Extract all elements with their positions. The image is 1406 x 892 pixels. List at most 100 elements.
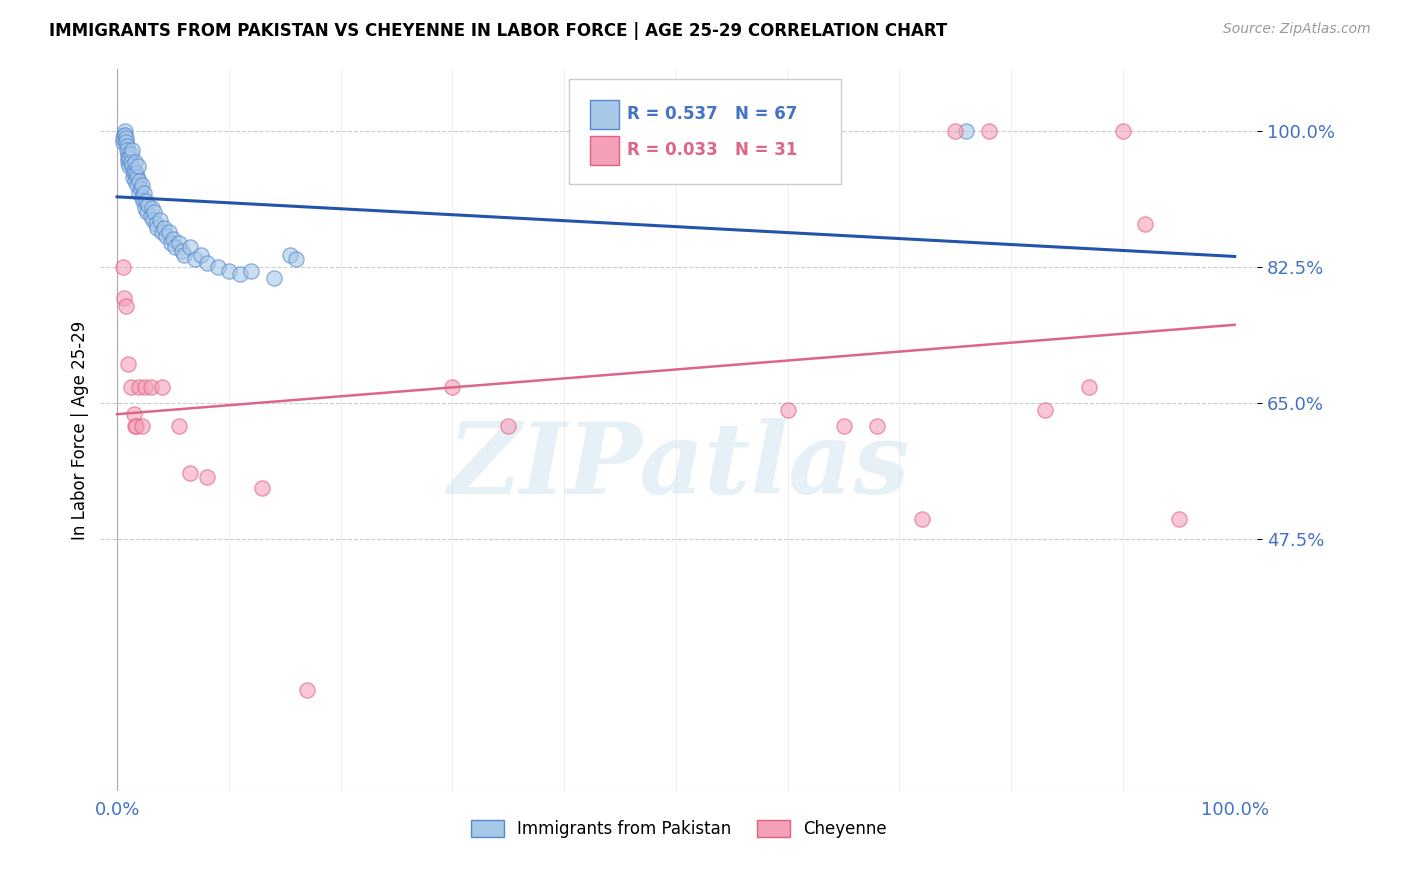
Text: R = 0.033   N = 31: R = 0.033 N = 31 — [627, 141, 797, 159]
Point — [149, 213, 172, 227]
Point — [114, 128, 136, 142]
Point — [127, 178, 149, 193]
Point — [295, 683, 318, 698]
Point — [134, 202, 156, 216]
Point — [195, 256, 218, 270]
Point — [122, 166, 145, 180]
Point — [252, 481, 274, 495]
Point — [157, 225, 180, 239]
Point — [441, 380, 464, 394]
Point — [977, 124, 1000, 138]
Point — [128, 174, 150, 188]
Point — [117, 357, 139, 371]
Point — [131, 178, 153, 193]
Point — [167, 236, 190, 251]
Point — [115, 299, 138, 313]
Point — [111, 136, 134, 150]
Point — [1135, 217, 1157, 231]
Point — [150, 225, 173, 239]
Point — [118, 159, 141, 173]
Point — [955, 124, 977, 138]
Point — [1167, 512, 1189, 526]
Point — [135, 194, 157, 208]
Point — [127, 170, 149, 185]
FancyBboxPatch shape — [589, 136, 619, 165]
Point — [120, 147, 142, 161]
Point — [155, 228, 177, 243]
Point — [112, 128, 135, 142]
Point — [125, 166, 148, 180]
Point — [240, 263, 263, 277]
Point — [128, 186, 150, 200]
Point — [121, 143, 143, 157]
Y-axis label: In Labor Force | Age 25-29: In Labor Force | Age 25-29 — [72, 320, 89, 540]
Point — [115, 139, 138, 153]
Point — [195, 469, 218, 483]
FancyBboxPatch shape — [569, 79, 841, 184]
Point — [124, 154, 146, 169]
Point — [132, 186, 155, 200]
Point — [1112, 124, 1135, 138]
Point — [1033, 403, 1056, 417]
Point — [139, 380, 162, 394]
Point — [131, 190, 153, 204]
Text: IMMIGRANTS FROM PAKISTAN VS CHEYENNE IN LABOR FORCE | AGE 25-29 CORRELATION CHAR: IMMIGRANTS FROM PAKISTAN VS CHEYENNE IN … — [49, 22, 948, 40]
Text: Source: ZipAtlas.com: Source: ZipAtlas.com — [1223, 22, 1371, 37]
Point — [143, 205, 166, 219]
Point — [263, 271, 285, 285]
Point — [115, 131, 138, 145]
Point — [142, 213, 165, 227]
Point — [120, 380, 142, 394]
Point — [218, 263, 240, 277]
Point — [184, 252, 207, 266]
Point — [179, 466, 201, 480]
Point — [911, 512, 934, 526]
Point — [111, 260, 134, 274]
Point — [159, 236, 181, 251]
Point — [278, 248, 301, 262]
Point — [776, 403, 799, 417]
Point — [179, 240, 201, 254]
Text: ZIPatlas: ZIPatlas — [447, 417, 910, 515]
Point — [117, 151, 139, 165]
Point — [121, 159, 143, 173]
FancyBboxPatch shape — [589, 100, 619, 128]
Point — [139, 209, 162, 223]
Point — [129, 182, 152, 196]
Point — [132, 194, 155, 208]
Point — [1078, 380, 1101, 394]
Point — [121, 170, 143, 185]
Point — [117, 147, 139, 161]
Point — [118, 151, 141, 165]
Point — [496, 419, 519, 434]
Point — [125, 419, 148, 434]
Point — [150, 380, 173, 394]
Point — [124, 174, 146, 188]
Point — [145, 217, 167, 231]
Legend: Immigrants from Pakistan, Cheyenne: Immigrants from Pakistan, Cheyenne — [464, 813, 893, 845]
Point — [111, 131, 134, 145]
Point — [146, 220, 169, 235]
Point — [832, 419, 855, 434]
Point — [134, 380, 156, 394]
Point — [284, 252, 307, 266]
Point — [115, 136, 138, 150]
Point — [943, 124, 966, 138]
Point — [190, 248, 212, 262]
Point — [207, 260, 229, 274]
Point — [131, 419, 153, 434]
Text: R = 0.537   N = 67: R = 0.537 N = 67 — [627, 105, 797, 123]
Point — [124, 419, 146, 434]
Point — [153, 220, 176, 235]
Point — [128, 380, 150, 394]
Point — [114, 124, 136, 138]
Point — [229, 268, 252, 282]
Point — [866, 419, 889, 434]
Point — [162, 232, 184, 246]
Point — [138, 197, 160, 211]
Point — [136, 205, 159, 219]
Point — [141, 202, 163, 216]
Point — [122, 162, 145, 177]
Point — [117, 154, 139, 169]
Point — [173, 248, 195, 262]
